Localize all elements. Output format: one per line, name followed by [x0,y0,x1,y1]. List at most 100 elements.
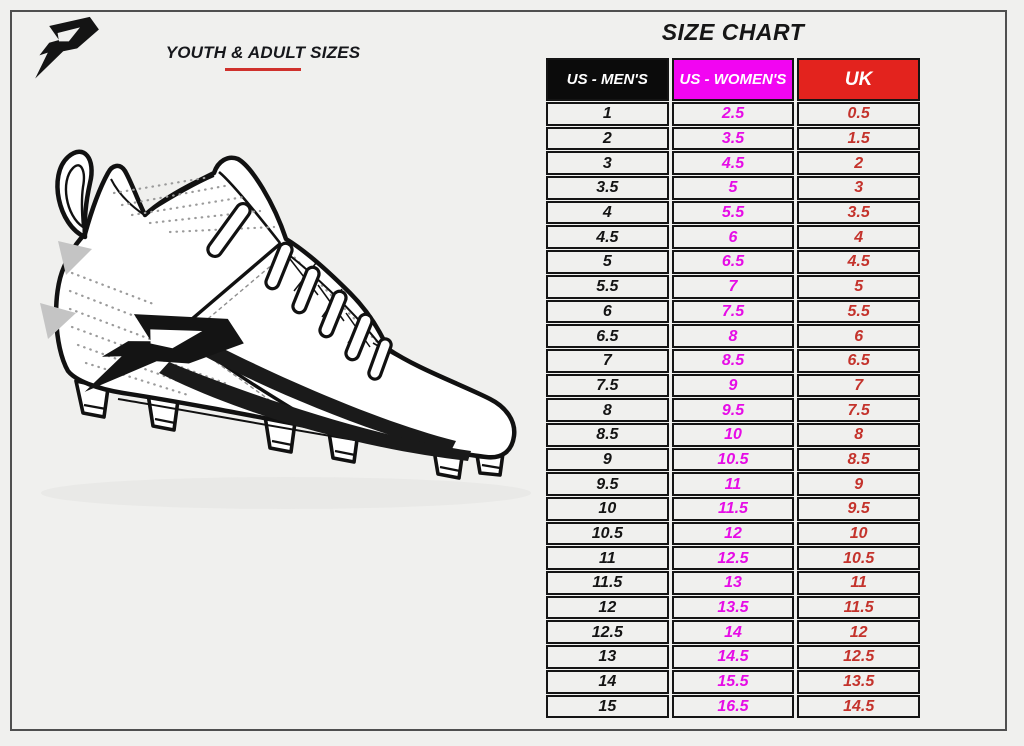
uk-size: 11.5 [797,595,920,620]
size-row: 6 7.5 5.5 [546,299,920,324]
us-mens-size: 9.5 [546,472,669,496]
us-mens-size: 13 [546,645,669,669]
us-womens-size: 4.5 [671,151,795,176]
uk-size: 10 [797,521,920,546]
us-womens-size: 9.5 [671,398,795,422]
size-row: 11 12.5 10.5 [546,546,920,571]
size-row: 7.5 9 7 [546,373,920,398]
size-row: 3 4.5 2 [546,151,920,176]
us-womens-size: 16.5 [671,694,795,719]
size-row: 1 2.5 0.5 [546,102,920,126]
us-womens-size: 5.5 [671,200,795,225]
size-row: 13 14.5 12.5 [546,645,920,669]
column-header-us-womens: US - WOMEN'S [671,58,795,101]
us-mens-size: 11.5 [546,571,669,595]
heel-accents [40,241,92,339]
us-mens-size: 10.5 [546,521,669,546]
us-mens-size: 3.5 [546,176,669,200]
size-table: US - MEN'S US - WOMEN'S UK 1 2.5 0.5 2 3.5 1.… [543,57,923,719]
size-row: 8.5 10 8 [546,422,920,447]
uk-size: 9 [797,472,920,496]
uk-size: 4.5 [797,250,920,274]
us-womens-size: 7.5 [671,299,795,324]
uk-size: 5 [797,274,920,299]
us-womens-size: 15.5 [671,669,795,694]
uk-size: 8.5 [797,447,920,472]
uk-size: 14.5 [797,694,920,719]
uk-size: 9.5 [797,497,920,521]
left-heading: YOUTH & ADULT SIZES [150,43,376,71]
us-mens-size: 1 [546,102,669,126]
cleat-illustration [40,149,531,509]
us-womens-size: 10.5 [671,447,795,472]
us-mens-size: 3 [546,151,669,176]
size-row: 3.5 5 3 [546,176,920,200]
youth-adult-sizes-label: YOUTH & ADULT SIZES [165,43,361,62]
uk-size: 12 [797,620,920,645]
us-mens-size: 15 [546,694,669,719]
uk-size: 10.5 [797,546,920,571]
us-womens-size: 9 [671,373,795,398]
uk-size: 3 [797,176,920,200]
uk-size: 6 [797,324,920,348]
us-mens-size: 9 [546,447,669,472]
size-row: 9.5 11 9 [546,472,920,496]
size-row: 12.5 14 12 [546,620,920,645]
us-mens-size: 6.5 [546,324,669,348]
uk-size: 8 [797,422,920,447]
us-mens-size: 5.5 [546,274,669,299]
page-border [10,10,1007,731]
size-row: 5.5 7 5 [546,274,920,299]
size-row: 5 6.5 4.5 [546,250,920,274]
size-table-body: 1 2.5 0.5 2 3.5 1.5 3 4.5 2 3.5 5 3 4 5.5 3.5 4.5 6 4 5 6.5… [546,102,920,719]
us-mens-size: 4.5 [546,225,669,250]
size-row: 6.5 8 6 [546,324,920,348]
us-mens-size: 2 [546,126,669,151]
size-chart-title: SIZE CHART [661,19,805,45]
uk-size: 4 [797,225,920,250]
size-row: 4.5 6 4 [546,225,920,250]
uk-size: 2 [797,151,920,176]
pull-tab [55,149,94,240]
column-header-uk: UK [797,58,920,101]
brand-logo-icon [35,16,99,79]
us-womens-size: 12.5 [671,546,795,571]
cleat-logo-mark [84,314,244,392]
us-mens-size: 8 [546,398,669,422]
uk-size: 3.5 [797,200,920,225]
us-womens-size: 3.5 [671,126,795,151]
laces [206,201,393,381]
us-womens-size: 12 [671,521,795,546]
size-row: 8 9.5 7.5 [546,398,920,422]
us-mens-size: 10 [546,497,669,521]
us-womens-size: 13 [671,571,795,595]
us-mens-size: 7 [546,348,669,373]
uk-size: 13.5 [797,669,920,694]
us-womens-size: 11.5 [671,497,795,521]
us-mens-size: 4 [546,200,669,225]
us-mens-size: 11 [546,546,669,571]
uk-size: 7 [797,373,920,398]
us-womens-size: 6.5 [671,250,795,274]
us-womens-size: 8 [671,324,795,348]
uk-size: 7.5 [797,398,920,422]
us-womens-size: 10 [671,422,795,447]
size-row: 12 13.5 11.5 [546,595,920,620]
uk-size: 6.5 [797,348,920,373]
uk-size: 0.5 [797,102,920,126]
us-womens-size: 14.5 [671,645,795,669]
us-mens-size: 12 [546,595,669,620]
us-womens-size: 14 [671,620,795,645]
uk-size: 1.5 [797,126,920,151]
size-row: 15 16.5 14.5 [546,694,920,719]
size-row: 14 15.5 13.5 [546,669,920,694]
us-mens-size: 7.5 [546,373,669,398]
us-mens-size: 8.5 [546,422,669,447]
us-womens-size: 11 [671,472,795,496]
us-womens-size: 6 [671,225,795,250]
side-stripes [159,333,471,461]
us-womens-size: 7 [671,274,795,299]
size-row: 9 10.5 8.5 [546,447,920,472]
column-header-us-mens: US - MEN'S [546,58,669,101]
